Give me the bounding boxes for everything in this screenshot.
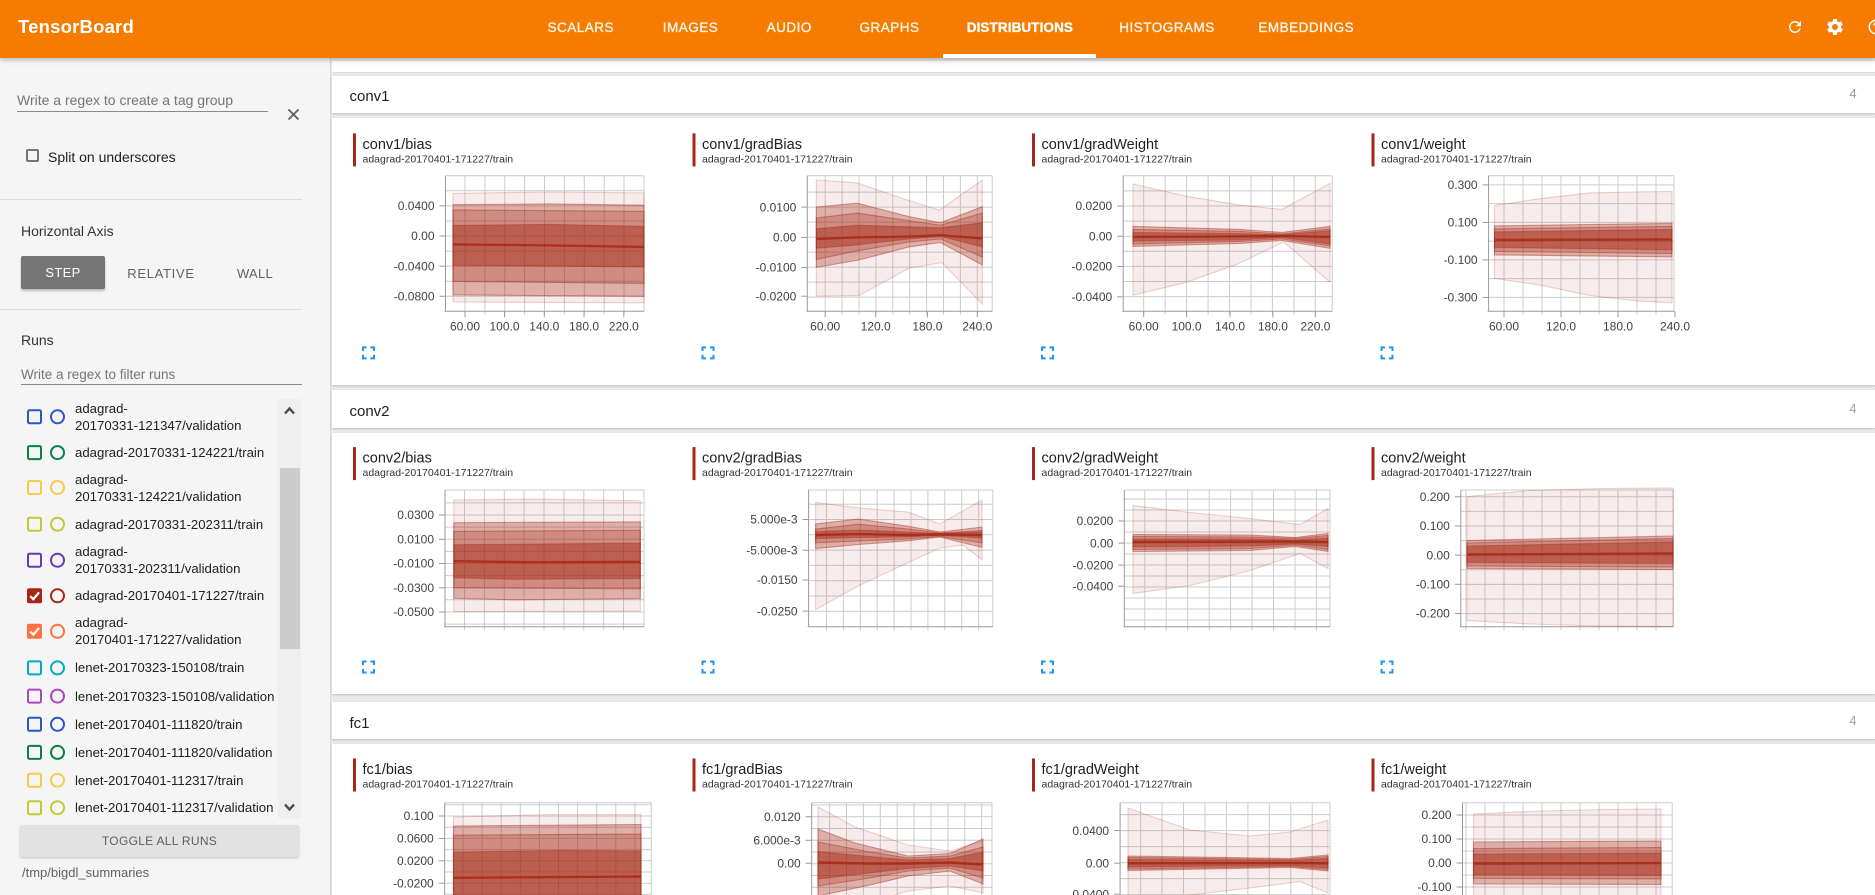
svg-text:180.0: 180.0: [1258, 319, 1288, 333]
svg-text:240.0: 240.0: [962, 319, 992, 333]
svg-text:-0.0400: -0.0400: [1073, 579, 1114, 593]
svg-text:60.00: 60.00: [1129, 319, 1159, 333]
svg-text:-0.0200: -0.0200: [1073, 558, 1114, 572]
svg-text:-0.0200: -0.0200: [1071, 259, 1112, 273]
svg-text:conv1/bias: conv1/bias: [363, 136, 432, 152]
svg-text:60.00: 60.00: [810, 319, 840, 333]
svg-text:120.0: 120.0: [861, 319, 891, 333]
svg-text:adagrad-20170401-171227/train: adagrad-20170401-171227/train: [1381, 153, 1532, 165]
svg-text:0.100: 0.100: [1420, 519, 1450, 533]
svg-text:120.0: 120.0: [1546, 319, 1576, 333]
svg-text:220.0: 220.0: [609, 319, 639, 333]
svg-text:0.0600: 0.0600: [397, 832, 434, 846]
svg-text:-0.300: -0.300: [1444, 290, 1478, 304]
svg-text:0.100: 0.100: [404, 809, 434, 823]
svg-text:conv2/gradBias: conv2/gradBias: [702, 450, 802, 466]
svg-text:fc1/gradWeight: fc1/gradWeight: [1042, 762, 1139, 778]
svg-text:180.0: 180.0: [569, 319, 599, 333]
svg-text:100.0: 100.0: [1172, 319, 1202, 333]
svg-text:adagrad-20170401-171227/train: adagrad-20170401-171227/train: [1042, 153, 1193, 165]
svg-text:0.0200: 0.0200: [397, 854, 434, 868]
svg-text:140.0: 140.0: [1215, 319, 1245, 333]
svg-text:adagrad-20170401-171227/train: adagrad-20170401-171227/train: [1042, 467, 1193, 479]
svg-text:60.00: 60.00: [1489, 319, 1519, 333]
svg-text:-5.000e-3: -5.000e-3: [746, 543, 798, 557]
svg-text:conv1/weight: conv1/weight: [1381, 136, 1466, 152]
svg-text:180.0: 180.0: [1603, 319, 1633, 333]
svg-text:adagrad-20170401-171227/train: adagrad-20170401-171227/train: [702, 467, 853, 479]
svg-text:adagrad-20170401-171227/train: adagrad-20170401-171227/train: [1381, 467, 1532, 479]
svg-text:adagrad-20170401-171227/train: adagrad-20170401-171227/train: [1381, 778, 1532, 790]
svg-text:fc1/bias: fc1/bias: [363, 762, 413, 778]
svg-text:-0.0800: -0.0800: [394, 289, 435, 303]
svg-text:0.100: 0.100: [1421, 832, 1451, 846]
svg-text:240.0: 240.0: [1660, 319, 1690, 333]
svg-text:180.0: 180.0: [912, 319, 942, 333]
svg-text:220.0: 220.0: [1300, 319, 1330, 333]
svg-text:100.0: 100.0: [489, 319, 519, 333]
svg-text:0.0100: 0.0100: [760, 200, 797, 214]
svg-text:-0.0400: -0.0400: [1071, 290, 1112, 304]
svg-text:fc1/gradBias: fc1/gradBias: [702, 762, 783, 778]
svg-text:-0.100: -0.100: [1417, 880, 1451, 894]
svg-text:0.00: 0.00: [1428, 856, 1452, 870]
svg-text:0.0400: 0.0400: [398, 199, 435, 213]
svg-text:-0.0400: -0.0400: [394, 259, 435, 273]
svg-text:-0.0400: -0.0400: [1068, 887, 1109, 895]
svg-text:adagrad-20170401-171227/train: adagrad-20170401-171227/train: [363, 778, 514, 790]
svg-text:conv1/gradWeight: conv1/gradWeight: [1042, 136, 1159, 152]
svg-text:adagrad-20170401-171227/train: adagrad-20170401-171227/train: [363, 153, 514, 165]
svg-text:0.00: 0.00: [411, 229, 435, 243]
svg-text:-0.0300: -0.0300: [393, 581, 434, 595]
svg-text:0.0200: 0.0200: [1075, 199, 1112, 213]
svg-text:0.00: 0.00: [773, 230, 797, 244]
svg-text:0.00: 0.00: [1426, 548, 1450, 562]
svg-text:0.0200: 0.0200: [1077, 514, 1114, 528]
svg-text:conv2/bias: conv2/bias: [363, 450, 432, 466]
svg-text:adagrad-20170401-171227/train: adagrad-20170401-171227/train: [702, 778, 853, 790]
svg-text:0.0300: 0.0300: [397, 508, 434, 522]
svg-text:140.0: 140.0: [529, 319, 559, 333]
svg-text:0.0400: 0.0400: [1072, 824, 1109, 838]
svg-text:fc1/weight: fc1/weight: [1381, 762, 1446, 778]
svg-text:-0.0250: -0.0250: [757, 604, 798, 618]
svg-text:adagrad-20170401-171227/train: adagrad-20170401-171227/train: [363, 467, 514, 479]
svg-text:0.100: 0.100: [1448, 215, 1478, 229]
svg-text:adagrad-20170401-171227/train: adagrad-20170401-171227/train: [702, 153, 853, 165]
svg-text:-0.100: -0.100: [1416, 577, 1450, 591]
svg-text:0.00: 0.00: [1089, 229, 1113, 243]
svg-text:-0.0150: -0.0150: [757, 573, 798, 587]
svg-text:-0.0200: -0.0200: [393, 876, 434, 890]
svg-text:0.00: 0.00: [1090, 536, 1114, 550]
svg-text:-0.0500: -0.0500: [393, 605, 434, 619]
svg-text:0.0100: 0.0100: [397, 532, 434, 546]
svg-text:conv1/gradBias: conv1/gradBias: [702, 136, 802, 152]
svg-text:0.0120: 0.0120: [764, 810, 801, 824]
svg-text:0.200: 0.200: [1421, 808, 1451, 822]
svg-text:0.00: 0.00: [777, 856, 801, 870]
svg-text:-0.0200: -0.0200: [756, 289, 797, 303]
svg-text:-0.100: -0.100: [1444, 253, 1478, 267]
svg-text:6.000e-3: 6.000e-3: [753, 834, 801, 848]
svg-text:0.300: 0.300: [1448, 178, 1478, 192]
svg-text:-0.0100: -0.0100: [756, 260, 797, 274]
svg-text:5.000e-3: 5.000e-3: [750, 512, 798, 526]
svg-text:-0.200: -0.200: [1416, 606, 1450, 620]
svg-text:60.00: 60.00: [450, 319, 480, 333]
svg-text:-0.0100: -0.0100: [393, 556, 434, 570]
svg-text:0.200: 0.200: [1420, 490, 1450, 504]
svg-text:conv2/weight: conv2/weight: [1381, 450, 1466, 466]
svg-text:0.00: 0.00: [1086, 856, 1110, 870]
svg-text:conv2/gradWeight: conv2/gradWeight: [1042, 450, 1159, 466]
svg-text:adagrad-20170401-171227/train: adagrad-20170401-171227/train: [1042, 778, 1193, 790]
